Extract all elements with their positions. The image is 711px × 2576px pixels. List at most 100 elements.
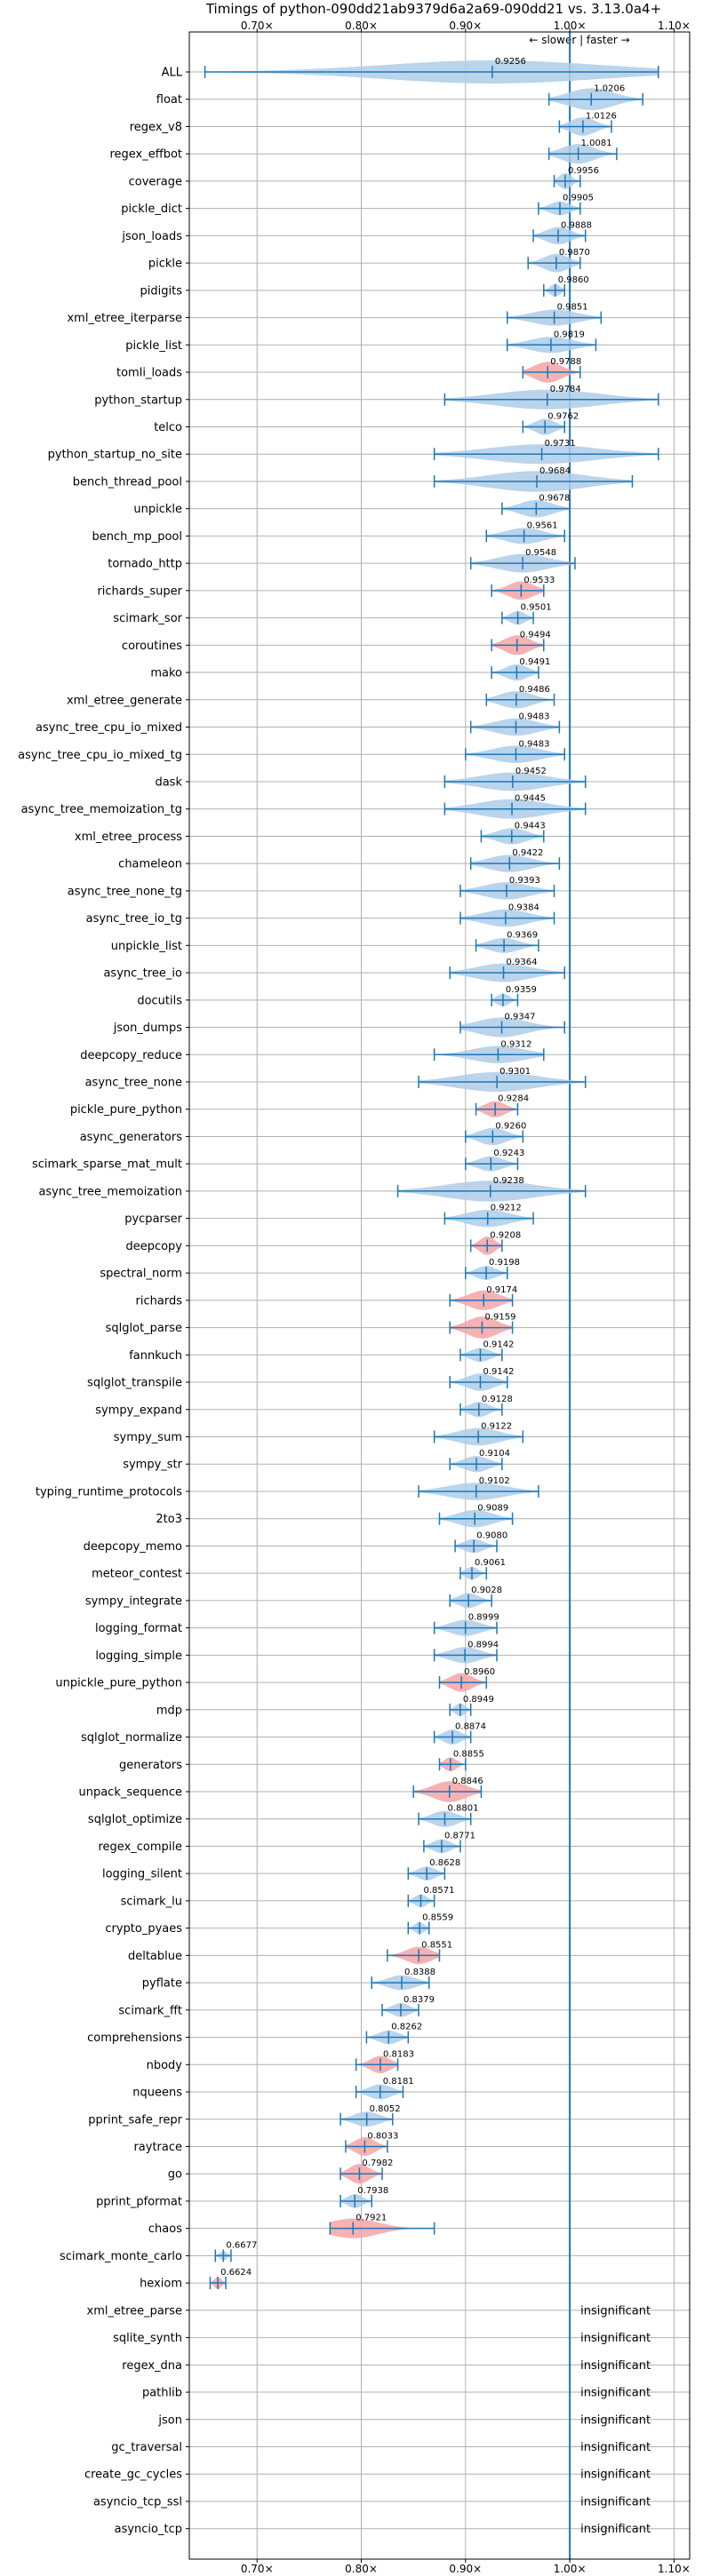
benchmark-label: unpack_sequence [78,1785,182,1799]
value-label: 0.9422 [512,848,543,858]
benchmark-label: 2to3 [156,1513,182,1526]
x-tick-label-top: 0.90× [449,20,482,32]
benchmark-label: bench_mp_pool [92,530,182,544]
value-label: 0.9445 [515,794,546,804]
benchmark-label: float [156,93,182,107]
value-label: 0.9359 [506,985,537,995]
insignificant-label: insignificant [580,2495,651,2508]
benchmark-label: pprint_pformat [96,2195,182,2208]
insignificant-label: insignificant [580,2441,651,2454]
value-label: 0.8181 [383,2077,414,2087]
benchmark-label: typing_runtime_protocols [36,1485,182,1499]
value-label: 0.8033 [367,2131,398,2141]
value-label: 0.9212 [491,1204,522,1213]
insignificant-label: insignificant [580,2387,651,2400]
value-label: 0.8960 [464,1667,495,1677]
benchmark-label: async_generators [80,1131,183,1144]
value-label: 0.8855 [453,1749,484,1759]
value-label: 0.9905 [563,194,594,203]
benchmark-label: json [157,2413,182,2427]
benchmark-label: bench_thread_pool [73,475,182,489]
benchmark-label: create_gc_cycles [84,2469,182,2482]
plot-frame [188,31,691,2560]
benchmark-label: coroutines [122,640,182,653]
benchmark-label: raytrace [133,2141,182,2154]
value-label: 0.9364 [507,958,538,967]
benchmark-label: tornado_http [108,558,182,571]
benchmark-label: async_tree_memoization [38,1185,182,1198]
value-label: 0.9080 [476,1530,507,1540]
x-tick-label-bottom: 1.00× [554,2563,587,2575]
benchmark-label: pickle_dict [121,203,182,216]
value-label: 0.9483 [518,739,549,749]
benchmark-label: sqlglot_transpile [87,1377,182,1390]
benchmark-label: hexiom [140,2278,182,2291]
value-label: 0.8559 [422,1913,453,1923]
insignificant-label: insignificant [580,2304,651,2318]
benchmark-label: pprint_safe_repr [88,2113,182,2127]
benchmark-label: chameleon [118,858,182,871]
value-label: 0.8994 [467,1640,499,1650]
value-label: 0.8388 [404,1968,435,1977]
value-label: 0.9260 [495,1121,526,1131]
x-tick-label-top: 0.70× [241,20,274,32]
value-label: 0.9486 [519,685,550,695]
value-label: 1.0126 [586,111,617,121]
value-label: 0.9122 [481,1422,512,1432]
benchmark-label: crypto_pyaes [105,1922,182,1936]
value-label: 0.9784 [550,385,581,394]
value-label: 0.9384 [508,903,539,913]
insignificant-label: insignificant [580,2413,651,2427]
benchmark-label: spectral_norm [100,1268,182,1281]
value-label: 0.9312 [500,1039,531,1049]
benchmark-label: asyncio_tcp_ssl [93,2495,182,2508]
benchmark-label: sqlite_synth [113,2332,182,2345]
value-label: 0.7982 [362,2159,393,2168]
value-label: 0.8999 [468,1613,499,1623]
benchmark-label: pathlib [142,2387,182,2400]
benchmark-label: async_tree_cpu_io_mixed_tg [18,749,182,762]
benchmark-label: mako [150,667,182,680]
value-label: 0.9102 [479,1476,510,1486]
value-label: 0.9174 [486,1285,517,1295]
benchmark-label: sympy_expand [95,1403,182,1417]
benchmark-label: pyflate [142,1977,182,1991]
value-label: 0.8551 [421,1940,452,1950]
value-label: 0.9347 [505,1013,536,1022]
x-tick-label-top: 0.80× [345,20,378,32]
value-label: 0.8846 [452,1777,483,1786]
benchmark-label: xml_etree_generate [67,694,182,707]
value-label: 0.9198 [489,1258,520,1268]
benchmark-label: async_tree_none [85,1077,182,1090]
insignificant-label: insignificant [580,2332,651,2345]
benchmark-label: sympy_integrate [85,1594,182,1608]
value-label: 0.9443 [515,821,546,831]
benchmark-label: unpickle_list [111,940,182,953]
value-label: 0.9284 [498,1094,529,1104]
value-label: 0.9061 [475,1558,506,1568]
benchmark-label: scimark_sor [113,612,182,625]
value-label: 0.9393 [509,876,540,886]
benchmark-label: xml_etree_parse [87,2304,182,2318]
benchmark-label: nqueens [132,2087,182,2100]
x-tick-label-bottom: 1.10× [658,2563,691,2575]
value-label: 0.8183 [383,2049,414,2059]
value-label: 0.9888 [561,220,592,230]
benchmark-label: chaos [148,2222,182,2236]
value-label: 0.8874 [455,1722,486,1732]
value-label: 0.9548 [525,548,556,558]
benchmark-label: logging_silent [102,1868,182,1881]
benchmark-label: pickle_list [125,339,182,353]
benchmark-label: deltablue [128,1950,182,1963]
benchmark-label: xml_etree_process [75,831,182,844]
x-tick-label-bottom: 0.90× [449,2563,482,2575]
benchmark-label: docutils [137,994,182,1007]
value-label: 0.9142 [483,1367,514,1377]
benchmark-label: pickle [148,258,182,271]
value-label: 0.9788 [550,357,581,367]
benchmark-label: async_tree_memoization_tg [21,803,182,816]
benchmark-label: dask [155,775,182,789]
value-label: 0.9501 [521,603,552,613]
benchmark-label: sqlglot_normalize [81,1731,182,1745]
benchmark-label: json_dumps [113,1022,182,1035]
